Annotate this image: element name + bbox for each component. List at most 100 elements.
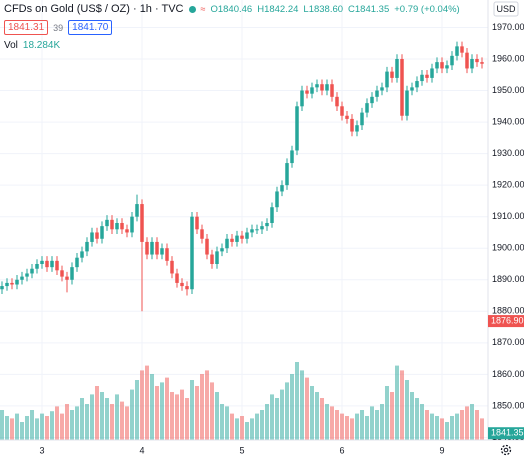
candle-body [155,241,159,255]
volume-bar [5,416,9,440]
volume-bar [465,406,469,440]
candle-body [115,222,119,230]
volume-bar [80,398,84,440]
candle-body [165,248,169,261]
x-tick-label: 4 [139,445,144,455]
candle-body [0,286,4,290]
volume-bar [45,416,49,440]
currency-box[interactable] [493,1,519,17]
ask[interactable]: 1841.70 [68,20,113,35]
y-tick-label: 1890.00 [492,274,524,284]
candle-body [150,241,154,255]
volume-bar [35,418,39,440]
volume-bar [450,416,454,440]
candle-body [355,125,359,132]
volume-bar [60,413,64,440]
candle-body [25,273,29,277]
candle-body [50,260,54,268]
volume-bar [205,370,209,440]
volume-bar [435,416,439,440]
volume-bar [55,406,59,440]
candle-body [310,87,314,94]
volume-bar [320,398,324,440]
volume-bar [85,404,89,440]
candle-body [205,238,209,255]
volume-bar [50,411,54,440]
candle-body [85,241,89,252]
candle-body [425,74,429,78]
bid[interactable]: 1841.31 [4,20,49,35]
candle-body [140,204,144,242]
candle-body [190,216,194,290]
volume-bar [365,416,369,440]
volume-bar [125,406,129,440]
candle-body [70,267,74,280]
volume-bar [100,392,104,440]
y-tick-label: 1950.00 [492,85,524,95]
volume-bar [455,413,459,440]
volume-bar [25,416,29,440]
volume-bar [195,386,199,440]
candle-body [475,58,479,63]
volume-bar [190,380,194,440]
price-marker [488,427,524,440]
volume-bar [405,380,409,440]
settings-icon[interactable] [500,444,512,456]
volume-bar [400,370,404,440]
ohlc-close: C1841.35 [348,3,390,15]
volume-bar [200,374,204,440]
status-icon: ≈ [200,4,206,14]
bid-ask-row: 1841.31 39 1841.70 [4,20,113,35]
candle-body [285,163,289,186]
volume-bar [415,398,419,440]
candle-body [415,81,419,88]
candle-body [470,58,474,69]
volume-bar [15,413,19,440]
candle-body [320,84,324,91]
candle-body [45,260,49,268]
volume-bar [385,386,389,440]
candle-body [225,238,229,249]
volume-bar [420,404,424,440]
candle-body [330,84,334,97]
candle-body [275,191,279,208]
y-tick-label: 1850.00 [492,400,524,410]
candle-body [90,232,94,242]
candle-body [215,251,219,264]
y-tick-label: 1930.00 [492,148,524,158]
candle-body [130,216,134,233]
candle-body [80,251,84,258]
y-tick-label: 1880.00 [492,306,524,316]
volume-bar [300,370,304,440]
volume-bar [275,398,279,440]
volume-bar [30,410,34,440]
price-axis-bg [488,0,524,458]
candle-body [55,260,59,271]
candle-body [35,264,39,269]
price-marker-label: 1841.35 [491,428,524,438]
symbol-title[interactable]: CFDs on Gold (US$ / OZ) · 1h · TVC [4,3,184,15]
volume-bar [470,404,474,440]
volume-bar [225,406,229,440]
volume-bar [295,362,299,440]
volume-bar [285,382,289,440]
candle-body [135,204,139,217]
volume-row: Vol 18.284K [4,40,60,51]
currency: USD [496,4,516,14]
y-tick-label: 1860.00 [492,369,524,379]
candle-body [370,96,374,104]
x-tick-label: 9 [439,445,444,455]
candle-body [465,52,469,69]
volume-bar [70,410,74,440]
candle-body [295,106,299,151]
candle-body [125,229,129,233]
volume-bar [245,422,249,440]
candle-body [460,46,464,53]
volume-bar [265,404,269,440]
volume-bar [95,386,99,440]
candle-body [405,90,409,116]
candle-body [5,282,9,287]
candle-body [280,185,284,192]
